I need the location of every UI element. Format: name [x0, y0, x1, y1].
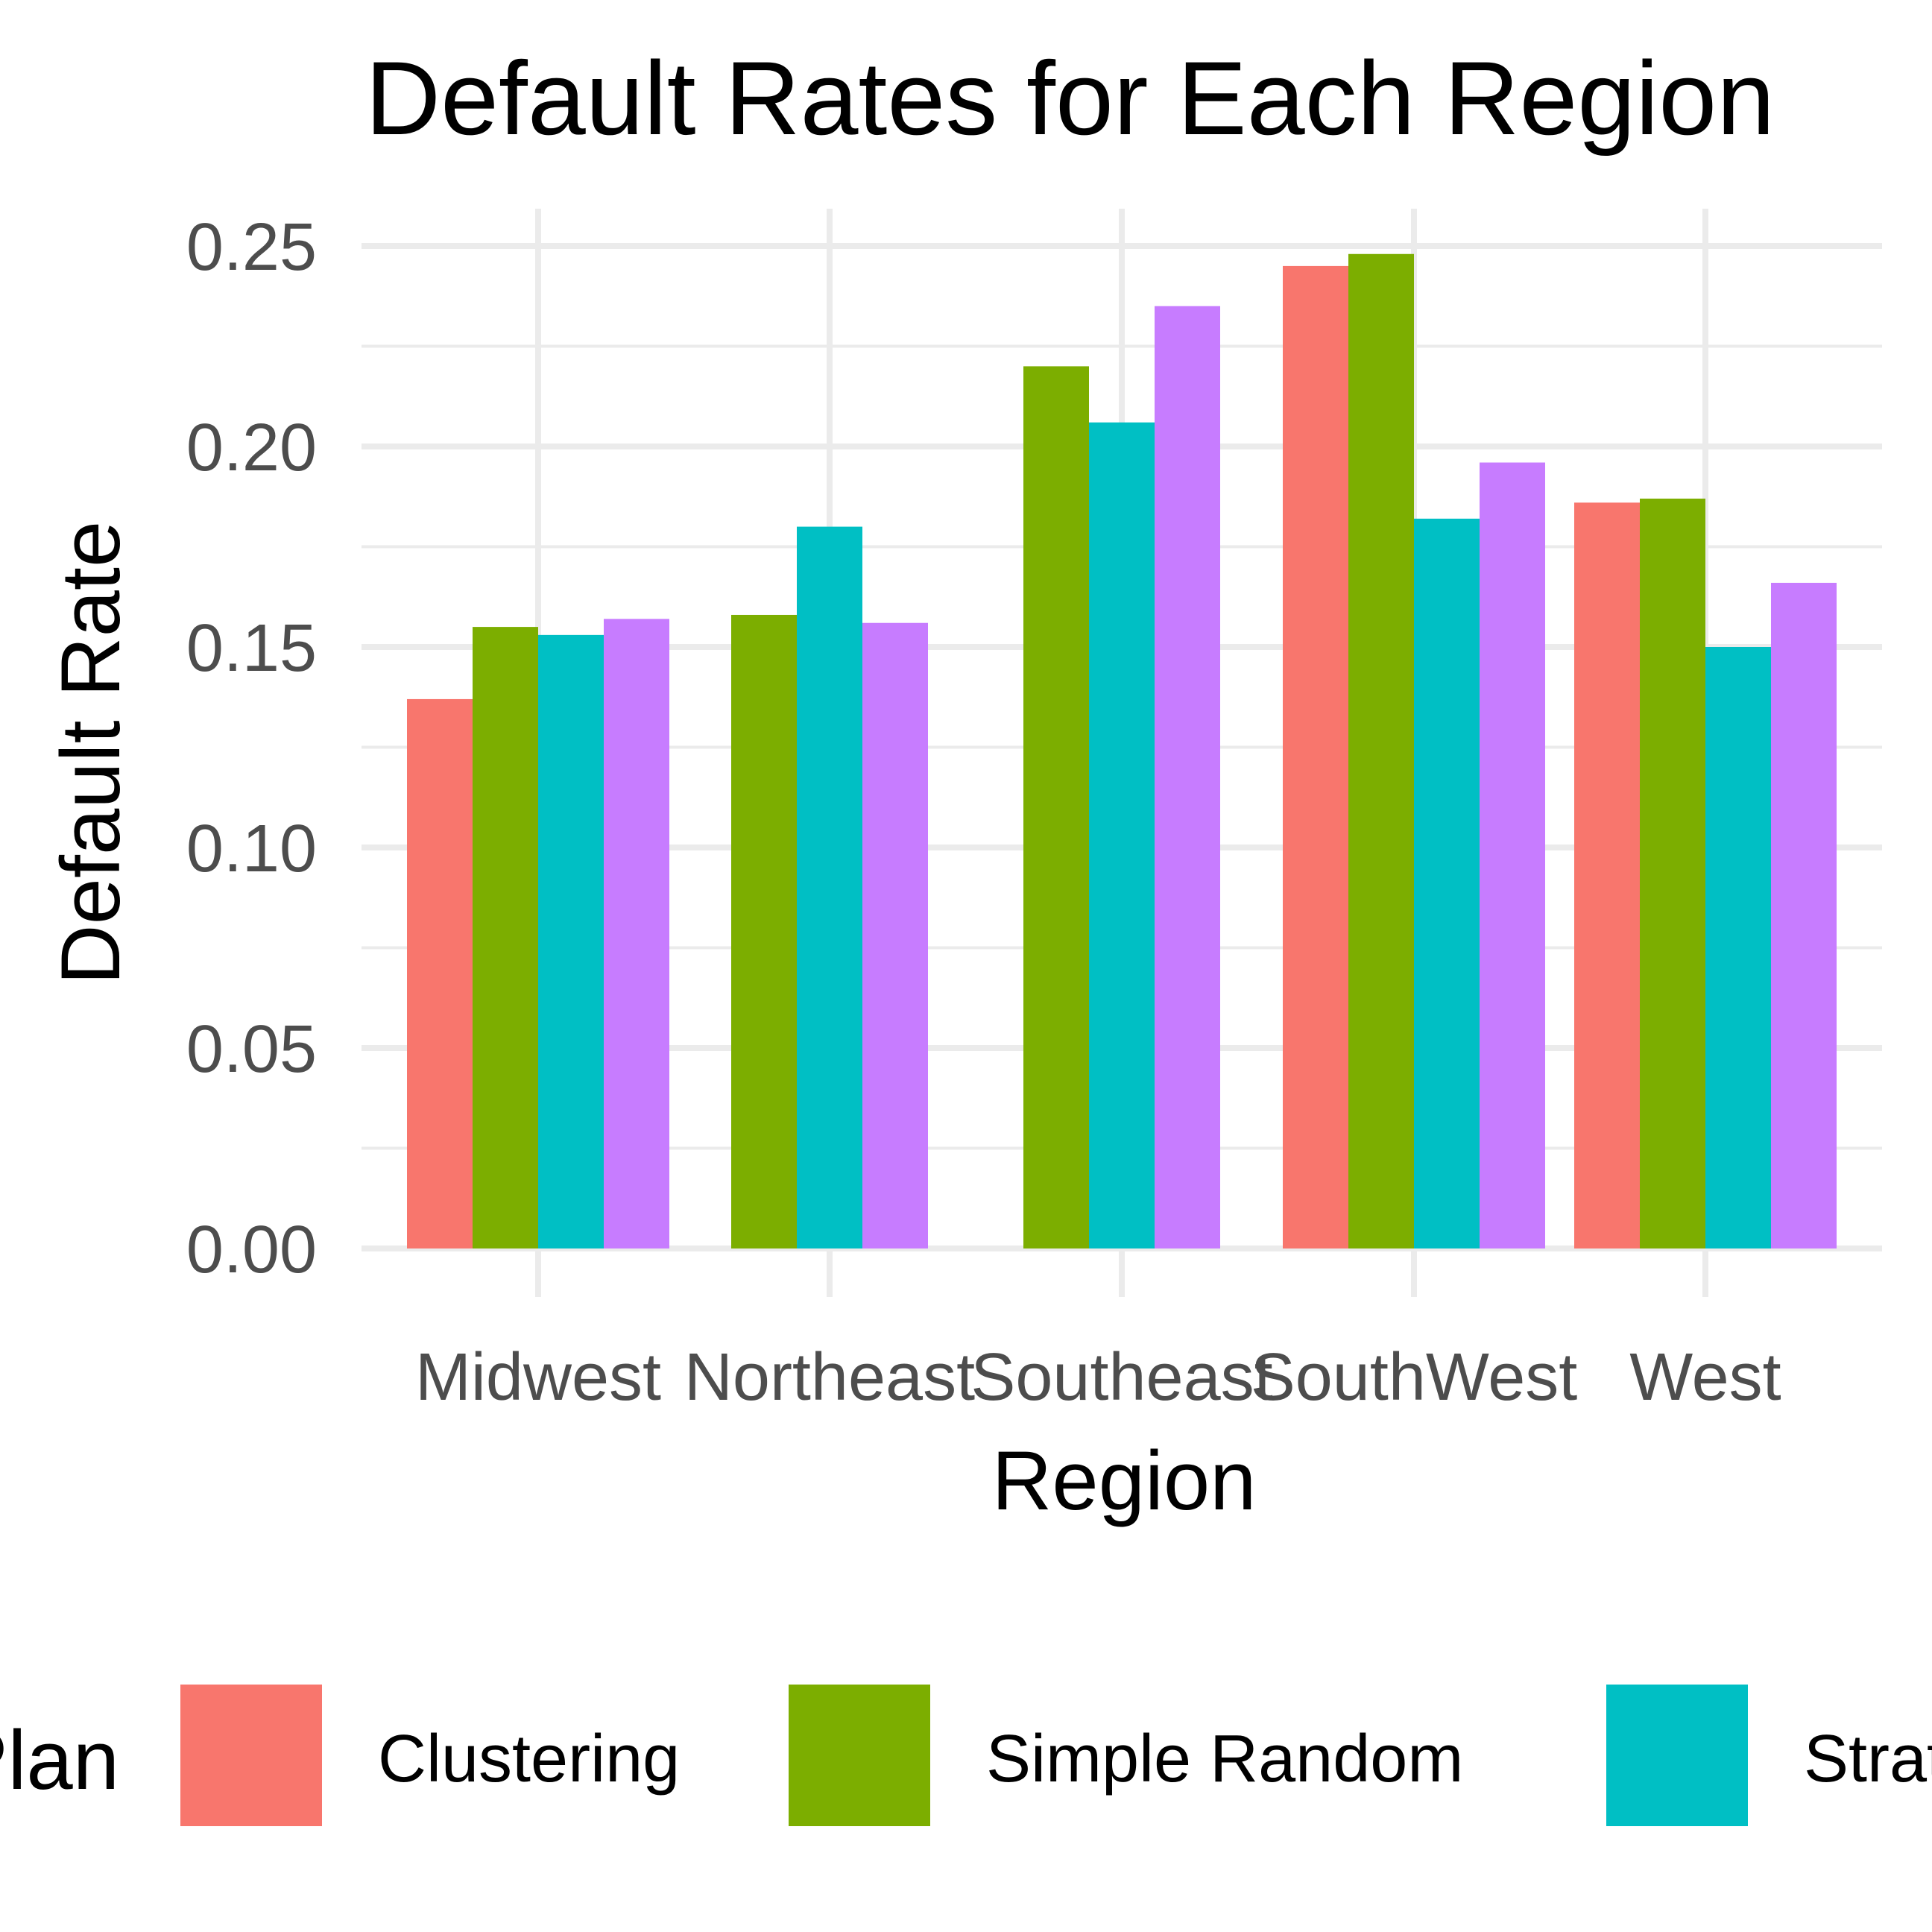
chart-title: Default Rates for Each Region	[365, 40, 1775, 157]
x-tick-label: Southeast	[970, 1340, 1272, 1415]
x-tick-label: Northeast	[684, 1340, 975, 1415]
y-tick-label: 0.00	[186, 1213, 317, 1287]
y-tick-label: 0.05	[186, 1012, 317, 1087]
y-tick-label: 0.20	[186, 411, 317, 485]
legend-key	[1606, 1685, 1748, 1826]
bar-west-simple-random	[1640, 498, 1705, 1248]
x-tick-label: SouthWest	[1251, 1340, 1578, 1415]
y-axis-title: Default Rate	[44, 521, 137, 985]
bar-southeast-stratified	[1089, 422, 1155, 1248]
legend-key	[789, 1685, 930, 1826]
legend-title: Plan	[0, 1714, 119, 1807]
y-tick-label: 0.10	[186, 812, 317, 886]
legend-key	[180, 1685, 322, 1826]
x-tick-label: Midwest	[415, 1340, 661, 1415]
bar-midwest-series-4	[604, 619, 669, 1248]
bar-northeast-series-4	[862, 622, 928, 1248]
bar-southwest-stratified	[1414, 518, 1480, 1248]
legend: Plan Clustering Simple Random Stratified	[0, 1685, 1932, 1826]
bar-midwest-stratified	[538, 634, 604, 1248]
bar-west-stratified	[1705, 647, 1771, 1248]
y-tick-label: 0.15	[186, 611, 317, 686]
legend-label: Clustering	[378, 1722, 680, 1796]
bar-southwest-simple-random	[1348, 253, 1414, 1248]
legend-label: Simple Random	[986, 1722, 1463, 1796]
x-axis-title: Region	[992, 1434, 1257, 1527]
bar-midwest-clustering	[407, 698, 473, 1248]
bar-west-clustering	[1574, 502, 1640, 1248]
bar-southwest-series-4	[1480, 462, 1545, 1248]
bar-midwest-simple-random	[473, 627, 538, 1248]
bar-southeast-series-4	[1155, 306, 1220, 1249]
bar-northeast-stratified	[797, 526, 862, 1248]
x-tick-label: West	[1629, 1340, 1781, 1415]
y-tick-labels: 0.00 0.05 0.10 0.15 0.20 0.25	[186, 210, 317, 1287]
bar-northeast-simple-random	[731, 614, 797, 1248]
bar-southeast-simple-random	[1023, 366, 1089, 1248]
bars	[407, 253, 1837, 1249]
bar-west-series-4	[1771, 582, 1837, 1248]
legend-label: Stratified	[1804, 1722, 1932, 1796]
y-tick-label: 0.25	[186, 210, 317, 285]
bar-southwest-clustering	[1283, 265, 1348, 1248]
